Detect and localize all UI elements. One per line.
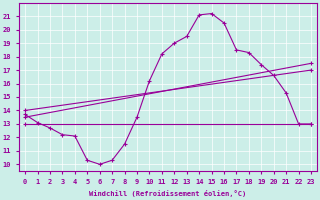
- X-axis label: Windchill (Refroidissement éolien,°C): Windchill (Refroidissement éolien,°C): [90, 190, 247, 197]
